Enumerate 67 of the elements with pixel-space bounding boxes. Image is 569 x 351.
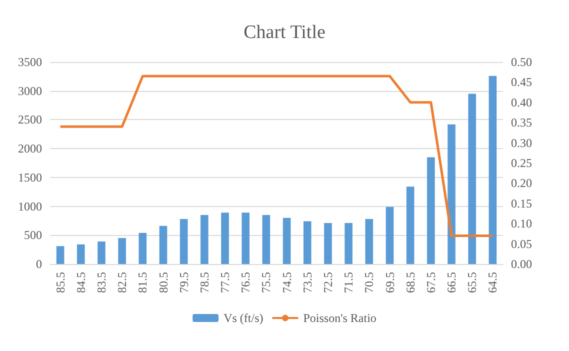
x-tick-label: 82.5 — [115, 272, 130, 293]
bar — [386, 206, 394, 264]
bar — [365, 218, 374, 264]
x-tick-label: 76.5 — [238, 272, 253, 293]
bar — [303, 221, 312, 264]
bar — [98, 241, 106, 264]
x-tick-label: 72.5 — [320, 272, 335, 293]
x-tick-label: 83.5 — [94, 272, 108, 293]
y-tick-label: 3500 — [18, 55, 42, 69]
bar — [200, 214, 208, 264]
x-tick-label: 68.5 — [403, 272, 418, 293]
x-tick-label: 78.5 — [197, 272, 212, 293]
bar — [221, 212, 229, 264]
bar — [159, 226, 168, 264]
bar — [282, 218, 291, 264]
chart-title: Chart Title — [244, 22, 326, 43]
y-tick-label: 1500 — [18, 170, 42, 184]
x-tick-label: 70.5 — [362, 272, 376, 293]
x-tick-label: 75.5 — [259, 272, 274, 293]
y2-tick-label: 0.00 — [511, 257, 532, 271]
x-tick-label: 74.5 — [280, 272, 294, 293]
x-tick-label: 71.5 — [342, 272, 356, 293]
y2-tick-label: 0.20 — [511, 176, 532, 190]
bar — [138, 232, 147, 264]
bar — [262, 214, 270, 264]
bar — [468, 94, 476, 264]
x-tick-label: 73.5 — [300, 272, 314, 293]
x-tick-label: 79.5 — [176, 272, 191, 293]
bar — [344, 223, 352, 264]
bar — [242, 212, 250, 264]
y-tick-label: 1000 — [18, 199, 42, 214]
line-series — [59, 74, 494, 237]
bar — [118, 238, 126, 264]
x-tick-label: 81.5 — [136, 272, 150, 293]
x-tick-label: 85.5 — [53, 272, 68, 293]
x-tick-label: 80.5 — [156, 272, 170, 293]
y-tick-label: 3000 — [18, 84, 42, 98]
y2-tick-label: 0.10 — [511, 216, 532, 231]
bar — [427, 157, 435, 264]
x-tick-label: 64.5 — [486, 272, 500, 293]
y-tick-label: 2500 — [18, 112, 42, 127]
legend-label: Vs (ft/s) — [224, 311, 264, 325]
x-tick-label: 65.5 — [465, 272, 480, 293]
y2-tick-label: 0.50 — [511, 55, 532, 69]
x-tick-label: 84.5 — [74, 272, 88, 293]
x-tick-label: 66.5 — [444, 272, 459, 293]
y-tick-label: 500 — [24, 228, 42, 242]
legend-label: Poisson's Ratio — [303, 311, 376, 325]
y2-tick-label: 0.30 — [511, 136, 532, 150]
y2-tick-label: 0.45 — [511, 75, 532, 90]
y2-tick-label: 0.40 — [511, 95, 532, 110]
bar — [406, 186, 414, 264]
y2-tick-label: 0.05 — [511, 236, 532, 251]
bar — [448, 124, 456, 264]
y-tick-label: 2000 — [18, 142, 42, 156]
x-tick-label: 67.5 — [424, 272, 438, 293]
x-tick-label: 77.5 — [218, 272, 232, 293]
y2-tick-label: 0.25 — [511, 156, 532, 170]
bar — [488, 76, 497, 264]
y-tick-label: 0 — [36, 257, 42, 271]
y2-tick-label: 0.15 — [511, 196, 532, 210]
bar — [56, 246, 64, 264]
bar — [324, 223, 332, 264]
y2-tick-label: 0.35 — [511, 116, 532, 130]
bar — [180, 218, 188, 264]
bar — [76, 244, 85, 264]
x-tick-label: 69.5 — [382, 272, 397, 293]
